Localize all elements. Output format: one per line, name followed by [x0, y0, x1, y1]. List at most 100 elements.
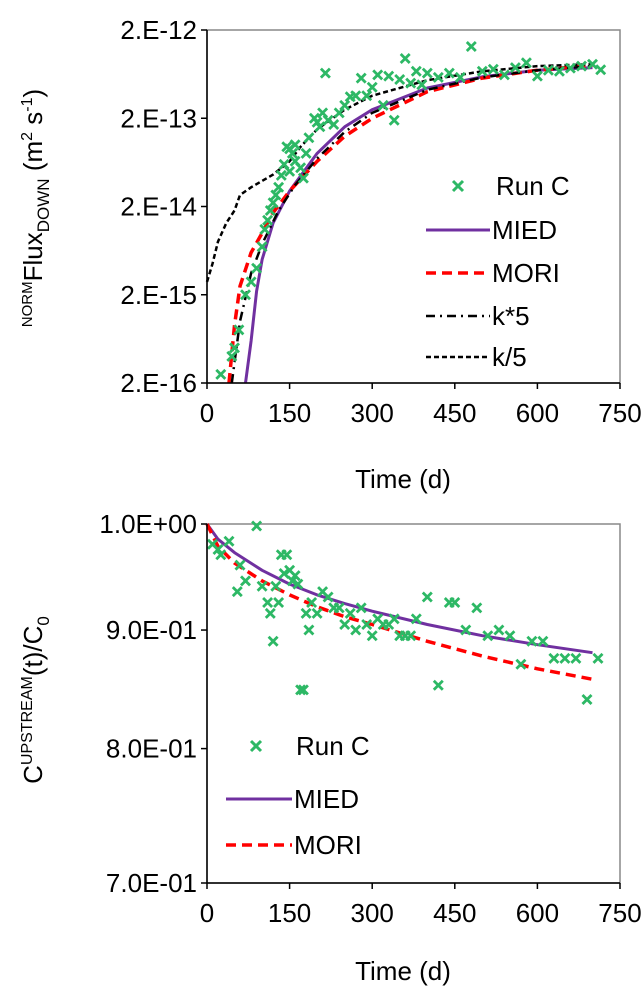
data-point-run-c — [270, 580, 282, 592]
data-point-run-c — [231, 586, 243, 598]
x-tick-label: 600 — [516, 898, 559, 928]
legend-label-k-times-5: k*5 — [492, 301, 530, 331]
series-line-mori — [205, 523, 593, 682]
x-tick-label: 450 — [433, 898, 476, 928]
data-point-run-c — [542, 64, 554, 76]
y-label-units-close: ) — [18, 89, 48, 98]
data-point-run-c — [240, 289, 251, 301]
x-tick-label: 450 — [433, 398, 476, 428]
x-tick-label: 0 — [200, 898, 214, 928]
data-point-run-c — [350, 624, 362, 636]
legend-label-run-c: Run C — [496, 171, 570, 201]
data-point-run-c — [460, 624, 472, 636]
y-tick-label: 1.0E+00 — [99, 509, 197, 539]
data-point-run-c — [504, 630, 516, 642]
series-line-k-times-5 — [230, 64, 593, 384]
data-point-run-c — [432, 679, 444, 691]
data-point-run-c — [295, 684, 307, 696]
data-point-run-c — [509, 62, 521, 74]
data-point-run-c — [366, 81, 378, 93]
data-point-run-c — [399, 53, 411, 64]
data-point-run-c — [212, 544, 224, 555]
legend: Run C MIED MORI — [226, 731, 370, 860]
y-label-sub: DOWN — [34, 178, 53, 232]
y-label-units-mid: s — [18, 112, 48, 132]
x-axis-label: Time (d) — [355, 956, 451, 986]
data-point-run-c — [333, 602, 345, 614]
axes-layer: 0 150 300 450 600 750 7.0E-01 8.0E-01 9.0E-01 1.0… — [99, 509, 641, 928]
legend: Run C MIED MORI k*5 k/5 — [426, 171, 570, 372]
data-point-run-c — [482, 630, 494, 642]
data-point-run-c — [264, 607, 276, 619]
data-point-run-c — [289, 139, 301, 151]
y-tick-label: 2.E-12 — [120, 15, 197, 45]
data-point-run-c — [215, 368, 227, 380]
y-tick-label: 2.E-16 — [120, 368, 197, 398]
data-point-run-c — [421, 67, 433, 79]
data-point-run-c — [410, 613, 422, 625]
y-label-rest: (t)/C — [18, 626, 48, 677]
data-point-run-c — [256, 580, 268, 592]
data-point-run-c — [322, 591, 334, 603]
data-point-run-c — [273, 181, 285, 193]
data-point-run-c — [355, 72, 367, 84]
data-point-run-c — [297, 684, 309, 696]
data-point-run-c — [292, 578, 304, 590]
legend-label-mied: MIED — [492, 215, 557, 245]
legend-label-mied: MIED — [294, 784, 359, 814]
data-point-run-c — [553, 65, 565, 77]
data-point-run-c — [515, 658, 527, 670]
data-point-run-c — [416, 79, 428, 91]
data-point-run-c — [278, 568, 290, 579]
plot-area-frame — [206, 523, 621, 884]
y-tick-label: 7.0E-01 — [106, 868, 197, 898]
y-label-pre-sup: NORM — [19, 281, 36, 327]
data-point-run-c — [449, 597, 461, 608]
data-point-run-c — [372, 69, 384, 81]
y-axis-label: NORMFluxDOWN (m2 s-1) — [18, 89, 53, 327]
y-tick-label: 2.E-15 — [120, 280, 197, 310]
legend-label-mori: MORI — [294, 830, 362, 860]
axes-layer: 0 150 300 450 600 750 2.E-16 2.E-15 2.E-14 2.E-13… — [120, 15, 641, 428]
data-point-run-c — [251, 262, 263, 274]
data-point-run-c — [303, 624, 315, 636]
data-point-run-c — [226, 350, 238, 362]
data-point-run-c — [339, 619, 351, 630]
data-point-run-c — [215, 549, 227, 561]
legend-label-k-div-5: k/5 — [492, 342, 527, 372]
data-point-run-c — [306, 597, 318, 608]
x-tick-label: 750 — [598, 898, 641, 928]
data-point-run-c — [564, 62, 576, 74]
y-label-units-sup1: 2 — [19, 132, 36, 141]
x-tick-label: 150 — [268, 898, 311, 928]
data-point-run-c — [454, 71, 466, 83]
y-tick-label: 2.E-13 — [120, 103, 197, 133]
data-point-run-c — [262, 597, 274, 608]
data-point-run-c — [443, 67, 455, 79]
data-point-run-c — [284, 165, 296, 177]
data-point-run-c — [240, 575, 251, 587]
data-point-run-c — [410, 65, 422, 77]
data-point-run-c — [286, 575, 298, 587]
y-tick-label: 9.0E-01 — [106, 615, 197, 645]
data-point-run-c — [281, 549, 293, 561]
data-point-run-c — [548, 652, 560, 664]
data-point-run-c — [559, 652, 571, 664]
x-tick-label: 150 — [268, 398, 311, 428]
x-axis-label: Time (d) — [355, 464, 451, 494]
data-point-run-c — [394, 74, 406, 85]
data-point-run-c — [328, 119, 340, 130]
data-point-run-c — [361, 619, 373, 630]
x-tick-label: 600 — [516, 398, 559, 428]
data-point-run-c — [339, 99, 351, 111]
legend-marker-run-c — [249, 739, 263, 753]
data-point-run-c — [493, 624, 505, 636]
data-point-run-c — [259, 223, 271, 235]
svg-text:CUPSTREAM(t)/C0: CUPSTREAM(t)/C0 — [18, 616, 53, 784]
data-point-run-c — [471, 602, 483, 614]
y-label-main: C — [18, 765, 48, 784]
data-point-run-c — [421, 591, 433, 603]
svg-text:NORMFluxDOWN (m2 s-1): NORMFluxDOWN (m2 s-1) — [18, 89, 53, 327]
data-point-run-c — [273, 597, 285, 608]
